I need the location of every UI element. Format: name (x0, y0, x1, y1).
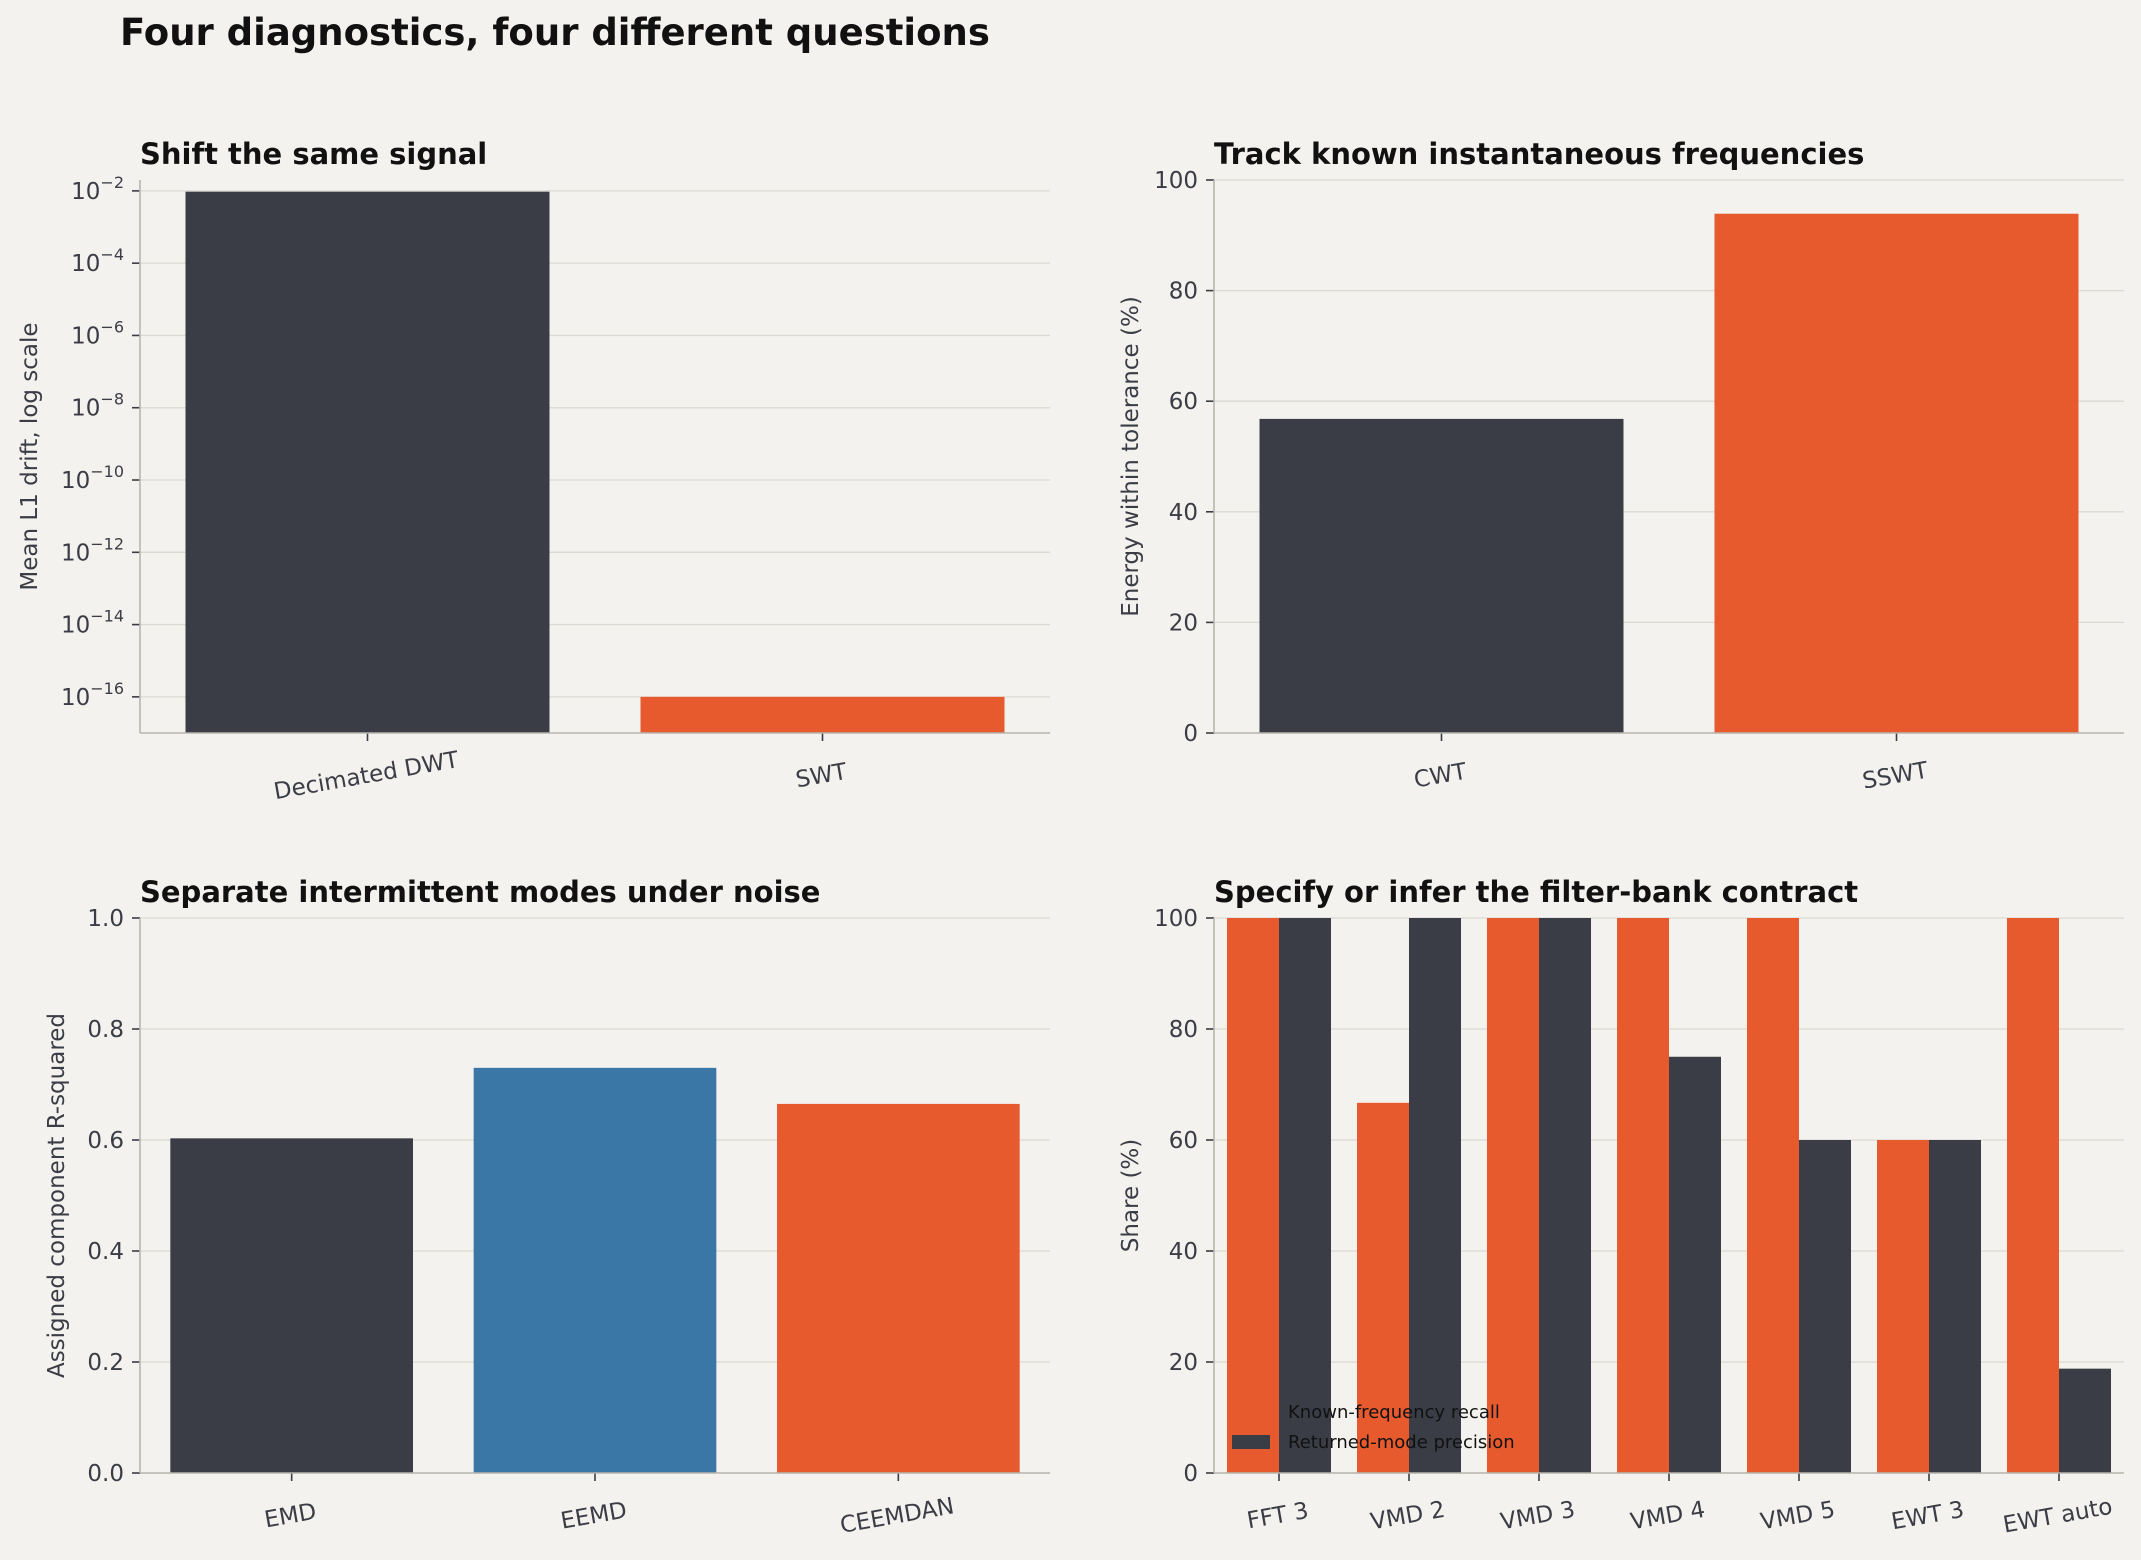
bar-recall (1357, 1102, 1409, 1473)
bar-precision (1409, 918, 1461, 1473)
y-tick-base: 10 (61, 685, 90, 711)
y-tick-label: 20 (1169, 1350, 1198, 1376)
y-tick-label: 100 (1154, 906, 1198, 932)
bar-recall (1747, 918, 1799, 1473)
bar-recall (1487, 918, 1539, 1473)
bar (777, 1103, 1020, 1473)
bar-precision (2059, 1368, 2111, 1473)
bar-precision (1669, 1056, 1721, 1473)
y-tick-label: 40 (1169, 1239, 1198, 1265)
bar-precision (1929, 1140, 1981, 1473)
y-tick-label: 80 (1169, 279, 1198, 305)
bar (640, 696, 1005, 733)
y-tick-label: 10−2 (71, 173, 124, 205)
y-tick-label: 0.6 (87, 1128, 124, 1154)
y-axis-label: Energy within tolerance (%) (1118, 296, 1144, 617)
y-tick-label: 10−10 (61, 462, 124, 494)
legend-label: Returned-mode precision (1288, 1432, 1515, 1453)
y-tick-label: 80 (1169, 1017, 1198, 1043)
legend-label: Known-frequency recall (1288, 1402, 1500, 1423)
panel-title: Track known instantaneous frequencies (1214, 137, 1864, 171)
bar-recall (2007, 918, 2059, 1473)
y-axis-label: Share (%) (1118, 1139, 1144, 1252)
y-tick-exponent: −8 (100, 390, 124, 409)
bar-precision (1799, 1140, 1851, 1473)
y-tick-base: 10 (71, 323, 100, 349)
panel-title: Shift the same signal (140, 137, 487, 171)
y-tick-base: 10 (71, 179, 100, 205)
panel-title: Specify or infer the filter-bank contrac… (1214, 875, 1858, 909)
legend-swatch (1232, 1435, 1270, 1449)
y-tick-label: 1.0 (87, 906, 124, 932)
y-tick-label: 60 (1169, 1128, 1198, 1154)
y-tick-label: 0 (1183, 1461, 1198, 1487)
bar (473, 1067, 717, 1473)
y-tick-label: 10−14 (61, 607, 124, 639)
y-axis-label: Mean L1 drift, log scale (17, 322, 43, 590)
y-tick-exponent: −16 (90, 679, 124, 698)
legend-swatch (1232, 1405, 1270, 1419)
y-tick-label: 0.0 (87, 1461, 124, 1487)
y-tick-base: 10 (61, 468, 90, 494)
bar (1259, 418, 1624, 733)
bar-recall (1617, 918, 1669, 1473)
y-tick-base: 10 (61, 540, 90, 566)
y-tick-label: 10−8 (71, 390, 124, 422)
y-tick-label: 0.4 (87, 1239, 124, 1265)
y-tick-label: 10−16 (61, 679, 124, 711)
y-tick-exponent: −12 (90, 534, 124, 553)
y-tick-exponent: −4 (100, 245, 124, 264)
y-tick-base: 10 (71, 396, 100, 422)
y-tick-label: 0 (1183, 721, 1198, 747)
bar-precision (1279, 918, 1331, 1473)
y-tick-exponent: −2 (100, 173, 124, 192)
y-tick-label: 0.2 (87, 1350, 124, 1376)
bar-precision (1539, 918, 1591, 1473)
y-tick-label: 40 (1169, 500, 1198, 526)
bar-recall (1227, 918, 1279, 1473)
y-tick-exponent: −14 (90, 607, 124, 626)
y-tick-label: 0.8 (87, 1017, 124, 1043)
y-tick-label: 100 (1154, 168, 1198, 194)
y-tick-exponent: −6 (100, 317, 124, 336)
bar (170, 1138, 413, 1473)
y-tick-exponent: −10 (90, 462, 124, 481)
y-tick-label: 10−6 (71, 317, 124, 349)
y-tick-base: 10 (71, 251, 100, 277)
y-tick-label: 20 (1169, 610, 1198, 636)
figure-title: Four diagnostics, four different questio… (120, 11, 990, 54)
panel-title: Separate intermittent modes under noise (140, 875, 820, 909)
panel-separate: Separate intermittent modes under noise 0… (44, 875, 1050, 1539)
y-tick-label: 10−4 (71, 245, 124, 277)
y-tick-base: 10 (61, 613, 90, 639)
panel-track: Track known instantaneous frequencies 0 20… (1118, 137, 2124, 795)
bar (1714, 213, 2079, 733)
bar (185, 191, 550, 733)
y-tick-label: 10−12 (61, 534, 124, 566)
bar-recall (1877, 1140, 1929, 1473)
y-axis-label: Assigned component R-squared (44, 1013, 70, 1378)
panel-shift: Shift the same signal10−210−410−610−810−… (17, 137, 1050, 805)
y-tick-label: 60 (1169, 389, 1198, 415)
